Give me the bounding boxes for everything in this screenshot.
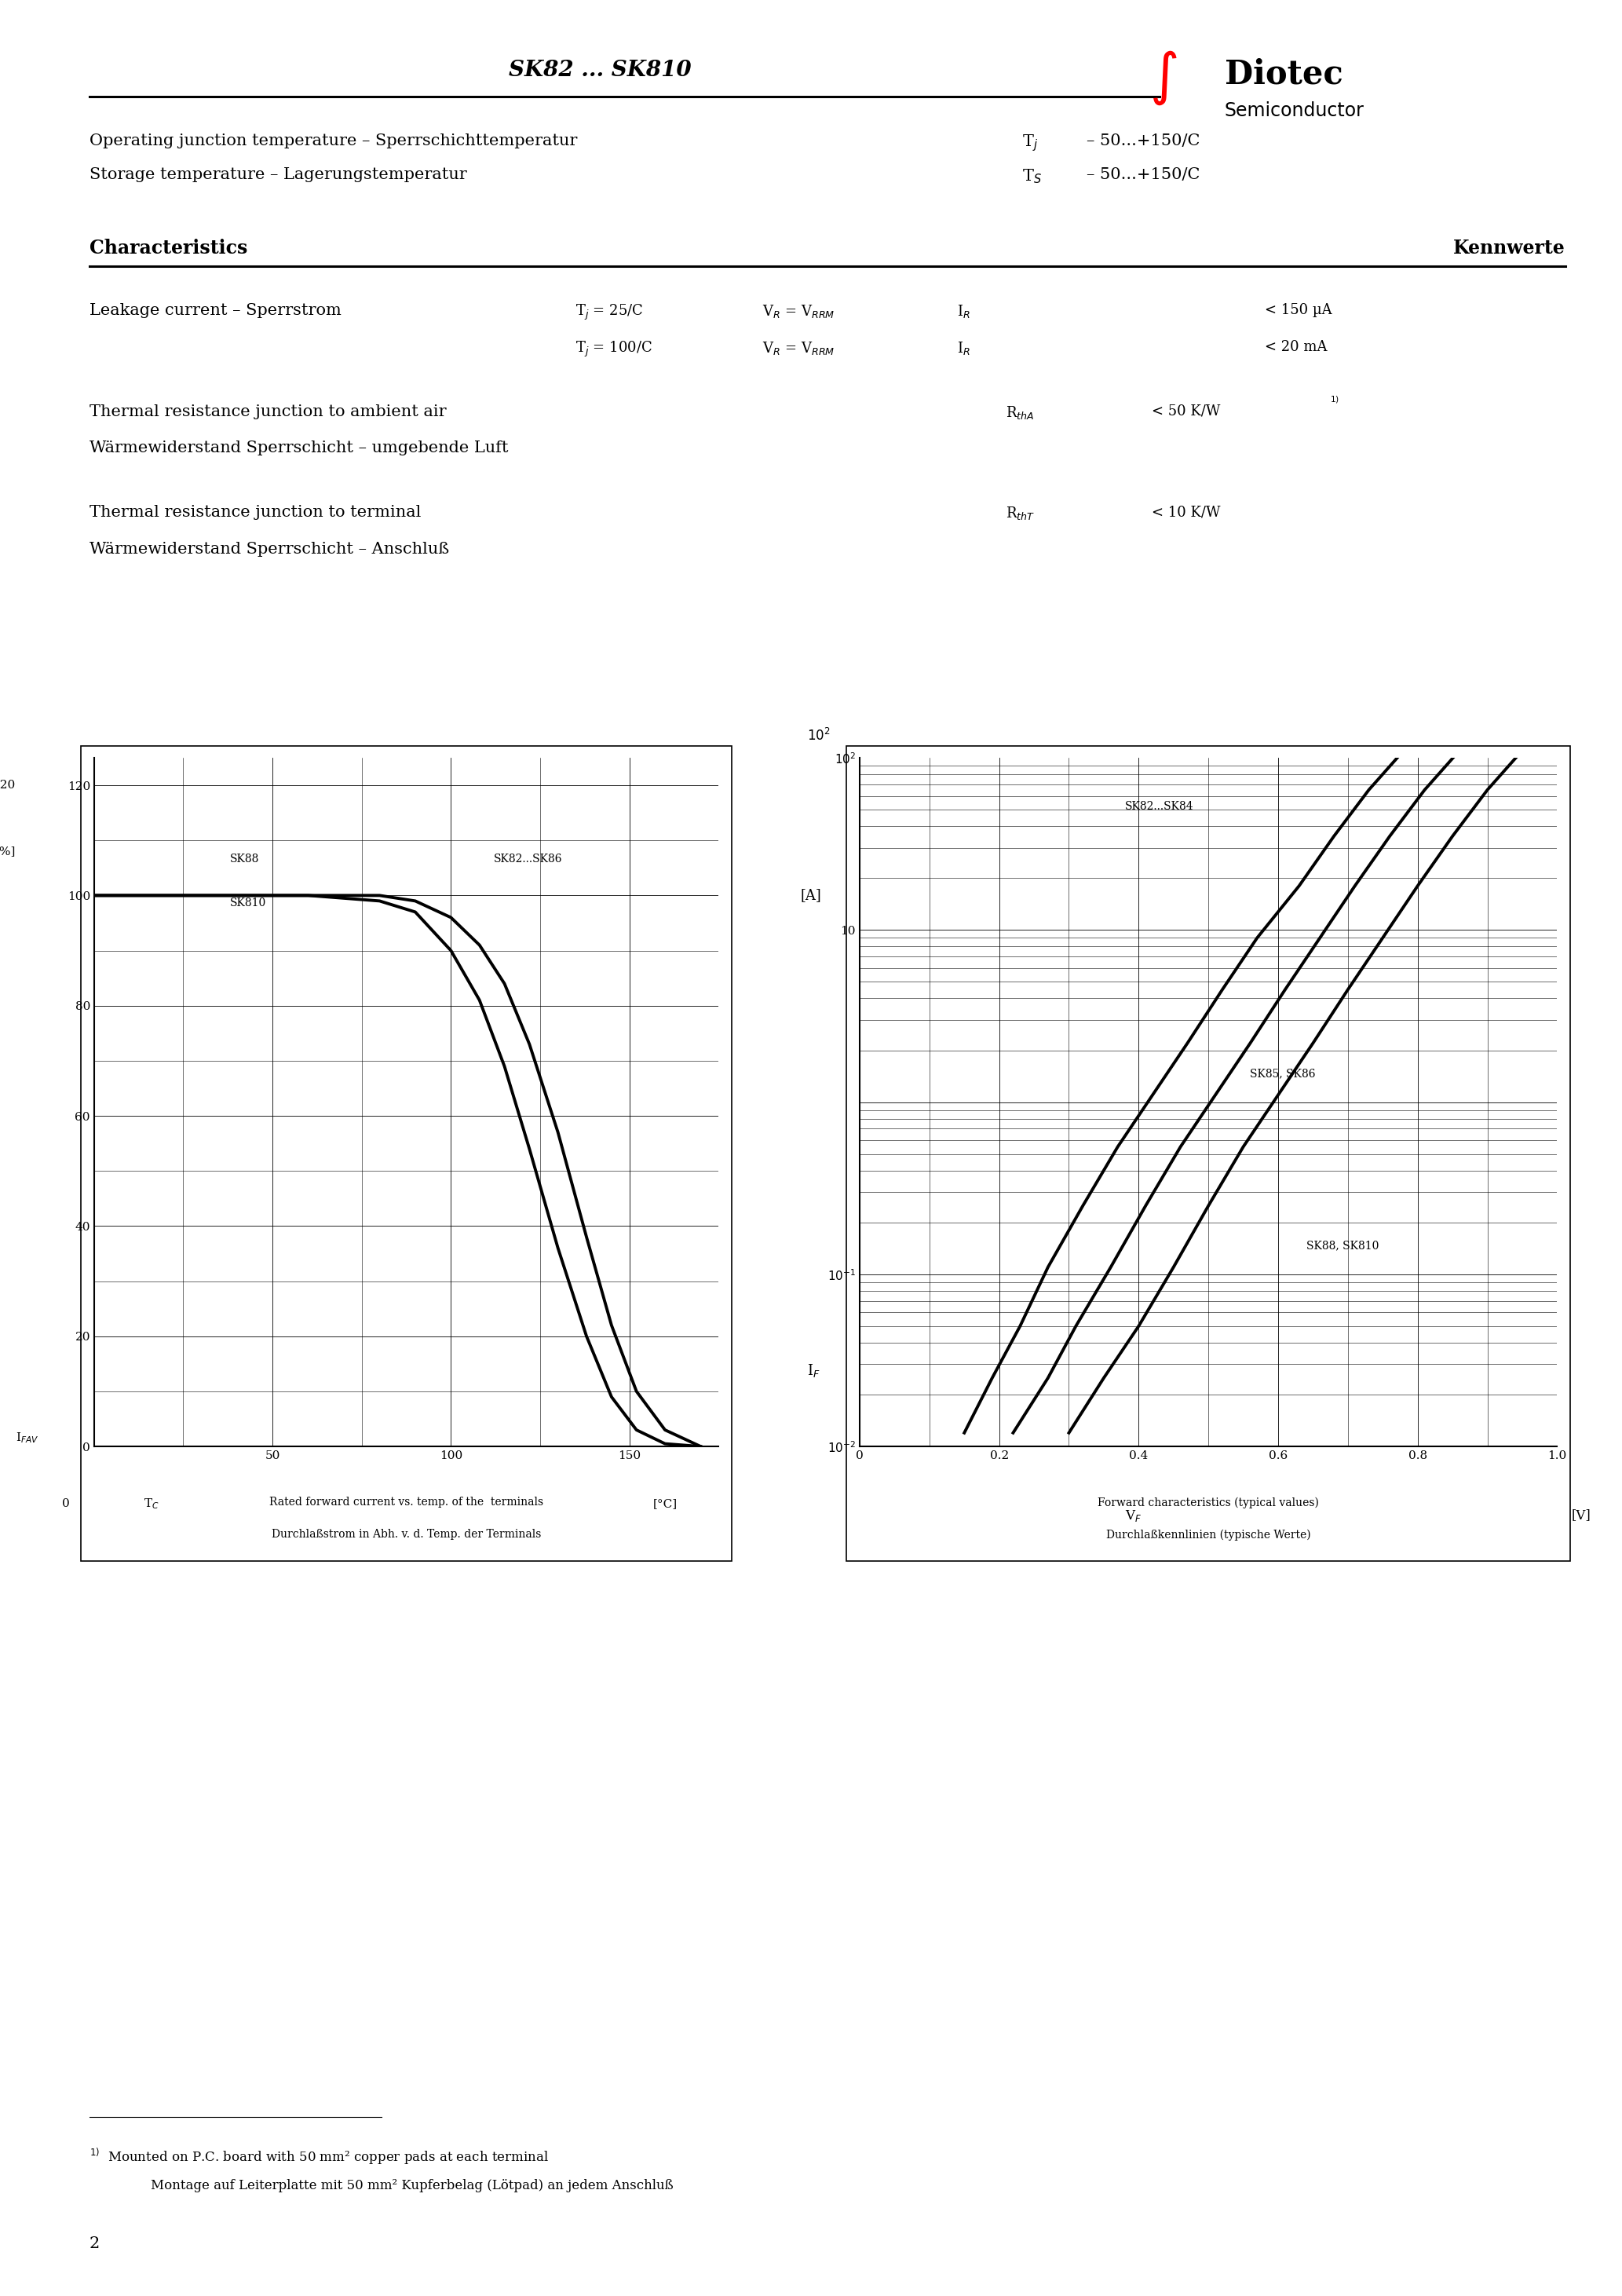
- Text: Semiconductor: Semiconductor: [1225, 101, 1364, 119]
- Text: SK85, SK86: SK85, SK86: [1251, 1068, 1315, 1079]
- Text: 120: 120: [0, 781, 16, 790]
- Text: R$_{thT}$: R$_{thT}$: [1006, 505, 1035, 521]
- Text: T$_j$ = 25/C: T$_j$ = 25/C: [576, 303, 644, 321]
- Text: Kennwerte: Kennwerte: [1453, 239, 1565, 257]
- Text: Durchlaßkennlinien (typische Werte): Durchlaßkennlinien (typische Werte): [1106, 1529, 1311, 1541]
- Text: $10^2$: $10^2$: [808, 728, 830, 744]
- Text: Wärmewiderstand Sperrschicht – umgebende Luft: Wärmewiderstand Sperrschicht – umgebende…: [89, 441, 508, 455]
- Text: 0: 0: [62, 1499, 70, 1508]
- Text: V$_F$: V$_F$: [1124, 1508, 1142, 1522]
- Text: SK810: SK810: [230, 898, 266, 909]
- Text: [A]: [A]: [800, 889, 821, 902]
- Text: Diotec: Diotec: [1225, 57, 1343, 90]
- Text: SK82...SK84: SK82...SK84: [1124, 801, 1194, 813]
- Text: I$_F$: I$_F$: [808, 1362, 821, 1380]
- Text: SK88: SK88: [230, 854, 260, 866]
- Text: 2: 2: [89, 2236, 99, 2250]
- Text: T$_j$ = 100/C: T$_j$ = 100/C: [576, 340, 652, 358]
- Text: SK82...SK86: SK82...SK86: [493, 854, 563, 866]
- Text: Durchlaßstrom in Abh. v. d. Temp. der Terminals: Durchlaßstrom in Abh. v. d. Temp. der Te…: [271, 1529, 542, 1541]
- Text: < 50 K/W: < 50 K/W: [1152, 404, 1220, 418]
- Text: T$_C$: T$_C$: [144, 1497, 159, 1511]
- Text: Thermal resistance junction to terminal: Thermal resistance junction to terminal: [89, 505, 420, 519]
- Text: < 10 K/W: < 10 K/W: [1152, 505, 1220, 519]
- Text: Characteristics: Characteristics: [89, 239, 247, 257]
- Text: [%]: [%]: [0, 845, 16, 856]
- Text: [°C]: [°C]: [652, 1499, 678, 1508]
- Text: Storage temperature – Lagerungstemperatur: Storage temperature – Lagerungstemperatu…: [89, 168, 467, 181]
- Text: T$_j$: T$_j$: [1022, 133, 1038, 154]
- Text: ∫: ∫: [1150, 51, 1179, 106]
- Text: Operating junction temperature – Sperrschichttemperatur: Operating junction temperature – Sperrsc…: [89, 133, 577, 147]
- Text: R$_{thA}$: R$_{thA}$: [1006, 404, 1035, 420]
- Text: [V]: [V]: [1572, 1508, 1591, 1522]
- Text: Leakage current – Sperrstrom: Leakage current – Sperrstrom: [89, 303, 341, 317]
- Text: I$_R$: I$_R$: [957, 303, 970, 319]
- Text: Rated forward current vs. temp. of the  terminals: Rated forward current vs. temp. of the t…: [269, 1497, 543, 1508]
- Text: SK88, SK810: SK88, SK810: [1306, 1240, 1379, 1251]
- Text: < 150 µA: < 150 µA: [1265, 303, 1332, 317]
- Text: Forward characteristics (typical values): Forward characteristics (typical values): [1098, 1497, 1319, 1508]
- Text: T$_S$: T$_S$: [1022, 168, 1041, 186]
- Text: < 20 mA: < 20 mA: [1265, 340, 1327, 354]
- Text: – 50...+150/C: – 50...+150/C: [1087, 168, 1200, 181]
- Text: I$_{FAV}$: I$_{FAV}$: [16, 1430, 39, 1444]
- Text: $^{1)}$  Mounted on P.C. board with 50 mm² copper pads at each terminal: $^{1)}$ Mounted on P.C. board with 50 mm…: [89, 2147, 548, 2167]
- Text: SK82 ... SK810: SK82 ... SK810: [509, 60, 691, 80]
- Text: I$_R$: I$_R$: [957, 340, 970, 356]
- Text: Wärmewiderstand Sperrschicht – Anschluß: Wärmewiderstand Sperrschicht – Anschluß: [89, 542, 449, 556]
- Text: V$_R$ = V$_{RRM}$: V$_R$ = V$_{RRM}$: [762, 340, 835, 356]
- Text: Thermal resistance junction to ambient air: Thermal resistance junction to ambient a…: [89, 404, 446, 418]
- Text: $^{1)}$: $^{1)}$: [1330, 397, 1340, 409]
- Text: – 50...+150/C: – 50...+150/C: [1087, 133, 1200, 147]
- Text: V$_R$ = V$_{RRM}$: V$_R$ = V$_{RRM}$: [762, 303, 835, 319]
- Text: Montage auf Leiterplatte mit 50 mm² Kupferbelag (Lötpad) an jedem Anschluß: Montage auf Leiterplatte mit 50 mm² Kupf…: [151, 2179, 673, 2193]
